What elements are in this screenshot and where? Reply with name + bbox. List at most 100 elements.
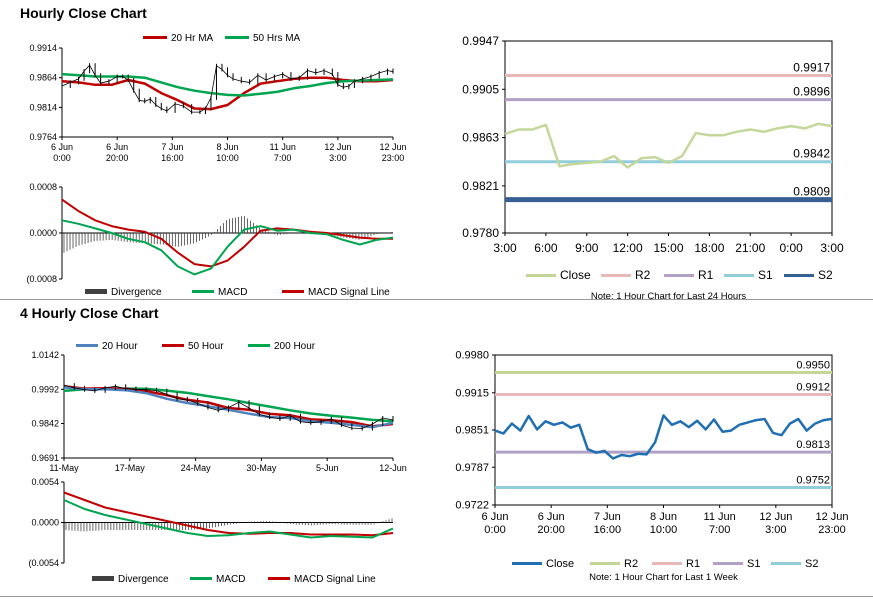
legend-label: S2 — [818, 268, 833, 282]
y-tick-label: (0.0054 — [28, 558, 59, 568]
hourly-macd-legend: Divergence MACD MACD Signal Line — [85, 287, 390, 298]
four-hourly-price-axes: 1.0142 0.9992 0.9842 0.9691 — [31, 350, 393, 463]
legend-label: Close — [560, 268, 591, 282]
x-tick-label: 8 Jun — [650, 511, 677, 523]
hourly-levels-s1-level-label: 0.9842 — [793, 147, 830, 161]
x-tick-label: 9:00 — [575, 241, 599, 255]
four-hourly-price-legend: 20 Hour 50 Hour 200 Hour — [76, 341, 316, 352]
y-tick-label: 0.9780 — [462, 226, 499, 240]
legend-label: 20 Hr MA — [171, 33, 214, 44]
four-hourly-levels-legend: Close R2 R1 S1 S2 — [512, 558, 818, 570]
four-hourly-levels-r2-level-label: 0.9950 — [796, 359, 830, 371]
legend-label: Close — [546, 558, 574, 570]
four-hourly-macd-line — [63, 499, 394, 539]
hourly-levels-close-line — [504, 122, 833, 169]
x-tick-label: 7:00 — [709, 524, 730, 536]
legend-label: 200 Hour — [274, 341, 316, 352]
x-tick-label: 15:00 — [653, 241, 683, 255]
y-tick-label: 1.0142 — [31, 350, 59, 360]
y-tick-label: 0.0000 — [29, 228, 57, 238]
x-tick-label: 16:00 — [594, 524, 622, 536]
x-tick-label: 3:00 — [493, 241, 517, 255]
y-tick-label: 0.9787 — [455, 462, 489, 474]
x-tick-label: 0:00 — [53, 153, 71, 163]
x-tick-label: 16:00 — [161, 153, 184, 163]
y-tick-label: 0.0000 — [31, 518, 59, 528]
close-line — [61, 64, 394, 113]
four-hourly-levels-s2-level-label: 0.9752 — [796, 475, 830, 487]
legend-label: R2 — [624, 558, 638, 570]
x-tick-label: 6 Jun — [51, 142, 73, 152]
legend-label: MACD Signal Line — [294, 574, 376, 585]
hourly-levels-axes: 0.9947 0.9905 0.9863 0.9821 0.9780 — [462, 34, 833, 240]
four-hourly-close-bars — [63, 383, 394, 431]
hourly-levels-r1-level-label: 0.9896 — [793, 85, 830, 99]
x-tick-label: 23:00 — [818, 524, 846, 536]
legend-label: MACD — [218, 287, 247, 298]
y-tick-label: 0.9915 — [455, 387, 489, 399]
x-tick-label: 3:00 — [329, 153, 347, 163]
y-tick-label: 0.9905 — [462, 82, 499, 96]
section-divider — [0, 299, 873, 300]
x-tick-label: 0:00 — [779, 241, 803, 255]
x-tick-label: 20:00 — [106, 153, 129, 163]
y-tick-label: 0.9947 — [462, 34, 499, 48]
y-tick-label: 0.0054 — [31, 477, 59, 487]
x-tick-label: 24-May — [181, 463, 212, 473]
legend-label: 50 Hrs MA — [253, 33, 301, 44]
x-tick-label: 11 Jun — [269, 142, 295, 152]
four-hourly-divergence-histogram — [65, 518, 393, 532]
x-tick-label: 10:00 — [650, 524, 678, 536]
legend-label: MACD Signal Line — [308, 287, 390, 298]
section-title-4hourly: 4 Hourly Close Chart — [20, 305, 159, 321]
y-tick-label: 0.9863 — [462, 131, 499, 145]
x-tick-label: 12:00 — [613, 241, 643, 255]
legend-label: Divergence — [118, 574, 169, 585]
hourly-levels-r2-level-label: 0.9917 — [793, 60, 830, 74]
plot-frame — [504, 40, 833, 234]
x-tick-label: 12 Jun — [815, 511, 848, 523]
hourly-close-bars — [61, 63, 394, 115]
y-tick-label: (0.0008 — [26, 274, 57, 284]
y-tick-label: 0.9851 — [455, 425, 489, 437]
legend-label: R1 — [698, 268, 714, 282]
hourly-macd-line — [61, 219, 394, 276]
x-tick-label: 6:00 — [534, 241, 558, 255]
four-hourly-levels-close-line — [494, 414, 833, 460]
four-hourly-macd-legend: Divergence MACD MACD Signal Line — [92, 574, 376, 585]
hourly-levels-legend: Close R2 R1 S1 S2 — [526, 268, 833, 282]
legend-label: R1 — [686, 558, 700, 570]
x-tick-label: 7:00 — [274, 153, 292, 163]
x-tick-label: 11-May — [49, 463, 79, 473]
four-hourly-macd-signal-line-line — [63, 491, 394, 537]
four-hourly-levels-axes: 0.9980 0.9915 0.9851 0.9787 0.9722 — [455, 350, 833, 512]
x-tick-label: 7 Jun — [594, 511, 621, 523]
section-title-hourly: Hourly Close Chart — [20, 5, 147, 21]
four-hourly-200-hour-line — [63, 387, 394, 423]
legend-label: S1 — [747, 558, 760, 570]
y-tick-label: 0.9842 — [31, 419, 59, 429]
x-tick-label: 5-Jun — [316, 463, 339, 473]
legend-label: S1 — [758, 268, 773, 282]
x-tick-label: 8 Jun — [216, 142, 238, 152]
x-tick-label: 3:00 — [765, 524, 786, 536]
x-tick-label: 6 Jun — [482, 511, 509, 523]
hourly-price-legend: 20 Hr MA 50 Hrs MA — [143, 33, 301, 44]
four-hourly-levels-r1-level-label: 0.9912 — [796, 382, 830, 394]
page-bottom-divider — [0, 596, 873, 597]
legend-label: 50 Hour — [188, 341, 224, 352]
legend-label: 20 Hour — [102, 341, 138, 352]
close-line — [63, 384, 394, 429]
x-tick-label: 6 Jun — [106, 142, 128, 152]
x-tick-label: 3:00 — [820, 241, 844, 255]
x-tick-label: 7 Jun — [161, 142, 183, 152]
x-tick-label: 20:00 — [537, 524, 565, 536]
y-tick-label: 0.9821 — [462, 179, 499, 193]
x-tick-label: 18:00 — [694, 241, 724, 255]
y-tick-label: 0.9914 — [29, 43, 57, 53]
hourly-levels-xticks: 3:00 6:00 9:00 12:00 15:00 18:00 21:00 0:00 3:00 — [493, 233, 844, 255]
x-tick-label: 12 Jun — [324, 142, 351, 152]
